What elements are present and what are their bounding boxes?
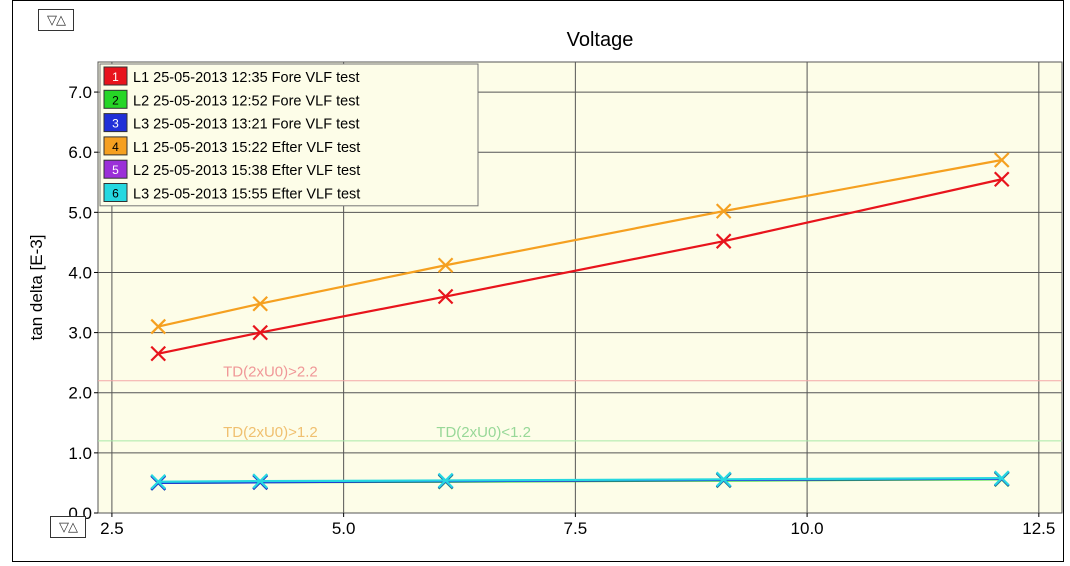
chart-panel: TD(2xU0)>2.2 TD(2xU0)>1.2 TD(2xU0)<1.2 0.0 1… <box>12 0 1064 562</box>
legend-number: 1 <box>112 70 119 84</box>
legend-swatch-2 <box>103 89 128 109</box>
data-point-series-1 <box>437 288 454 305</box>
sort-toggle-top-button[interactable]: ▽△ <box>38 9 74 31</box>
data-point-stroke <box>993 470 1010 486</box>
data-point-series-6 <box>437 472 454 489</box>
data-point-series-6 <box>993 470 1010 486</box>
data-point-series-1 <box>150 345 167 362</box>
data-point-stroke <box>993 171 1010 188</box>
x-tick-label: 5.0 <box>332 519 356 538</box>
data-point-stroke <box>437 257 454 274</box>
data-point-series-4 <box>437 257 454 274</box>
data-point-series-6 <box>715 471 732 488</box>
y-tick-label: 2.0 <box>68 384 92 403</box>
chart-title: Voltage <box>567 29 634 51</box>
legend: 1 L1 25-05-2013 12:35 Fore VLF test 2 L2 25… <box>99 63 479 207</box>
y-tick-label: 6.0 <box>68 143 92 162</box>
reference-label: TD(2xU0)>2.2 <box>223 364 318 381</box>
legend-entry: L3 25-05-2013 13:21 Fore VLF test <box>133 117 360 133</box>
data-point-stroke <box>715 203 732 219</box>
data-point-stroke <box>150 345 167 362</box>
x-tick-label: 12.5 <box>1022 519 1055 538</box>
data-point-series-6 <box>150 473 167 490</box>
legend-entry: L2 25-05-2013 15:38 Efter VLF test <box>133 163 360 179</box>
data-point-stroke <box>715 233 732 249</box>
legend-swatch-5 <box>103 159 128 179</box>
x-tick-label: 10.0 <box>791 519 824 538</box>
data-point-stroke <box>715 471 732 488</box>
data-point-series-4 <box>150 318 167 335</box>
data-point-series-4 <box>252 295 268 312</box>
legend-entry: L1 25-05-2013 15:22 Efter VLF test <box>133 140 360 156</box>
y-tick-label: 4.0 <box>68 263 92 282</box>
legend-number: 6 <box>112 187 119 201</box>
data-point-stroke <box>252 473 268 489</box>
legend-swatch-3 <box>103 113 128 133</box>
legend-swatch-6 <box>103 183 128 202</box>
y-tick-label: 1.0 <box>68 444 92 463</box>
legend-entry: L3 25-05-2013 15:55 Efter VLF test <box>133 187 360 203</box>
data-point-stroke <box>993 152 1010 168</box>
y-tick-label: 3.0 <box>68 324 92 343</box>
legend-swatch-4 <box>103 136 128 156</box>
data-point-series-4 <box>715 203 732 219</box>
data-point-series-1 <box>252 324 268 341</box>
data-point-series-6 <box>252 473 268 489</box>
data-point-stroke <box>252 295 268 312</box>
data-point-series-1 <box>715 233 732 249</box>
legend-number: 2 <box>112 93 119 107</box>
y-axis-label: tan delta [E-3] <box>27 235 46 341</box>
x-tick-label: 2.5 <box>100 519 124 538</box>
x-tick-label: 7.5 <box>564 519 588 538</box>
legend-number: 3 <box>112 117 119 131</box>
legend-entry: L2 25-05-2013 12:52 Fore VLF test <box>133 93 360 109</box>
reference-label: TD(2xU0)>1.2 <box>223 424 318 441</box>
data-point-stroke <box>437 288 454 305</box>
legend-number: 5 <box>112 163 119 177</box>
data-point-stroke <box>150 318 167 335</box>
legend-entry: L1 25-05-2013 12:35 Fore VLF test <box>133 70 360 86</box>
legend-box <box>99 63 479 207</box>
data-point-stroke <box>252 324 268 341</box>
legend-swatch-1 <box>103 66 128 86</box>
reference-label: TD(2xU0)<1.2 <box>436 424 531 441</box>
legend-number: 4 <box>112 140 119 154</box>
data-point-series-4 <box>993 152 1010 168</box>
y-tick-label: 5.0 <box>68 203 92 222</box>
data-point-series-1 <box>993 171 1010 188</box>
sort-toggle-bottom-button[interactable]: ▽△ <box>50 516 86 538</box>
data-point-stroke <box>150 473 167 490</box>
chart: TD(2xU0)>2.2TD(2xU0)>1.2 TD(2xU0)<1.20.01… <box>27 29 1063 538</box>
data-point-stroke <box>437 472 454 489</box>
y-tick-label: 7.0 <box>68 83 92 102</box>
